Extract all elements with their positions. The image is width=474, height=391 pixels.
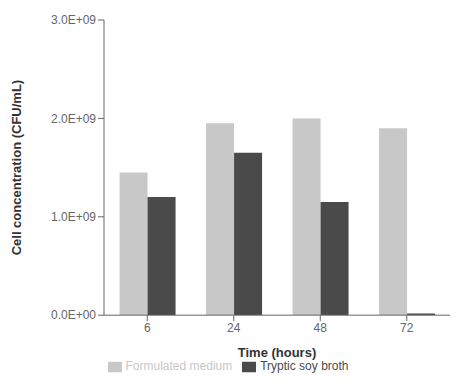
html-text:Tryptic soy broth: Tryptic soy broth bbox=[260, 359, 349, 374]
svg-text:Cell concentration (CFU/mL): Cell concentration (CFU/mL) bbox=[9, 80, 24, 256]
svg-text:1.0E+09: 1.0E+09 bbox=[51, 210, 96, 224]
svg-text:24: 24 bbox=[227, 321, 241, 335]
svg-text:72: 72 bbox=[400, 321, 414, 335]
svg-text:Time (hours): Time (hours) bbox=[238, 345, 317, 360]
svg-text:6: 6 bbox=[144, 321, 151, 335]
svg-text:3.0E+09: 3.0E+09 bbox=[51, 13, 96, 27]
svg-text:48: 48 bbox=[314, 321, 328, 335]
svg-text:0.0E+00: 0.0E+00 bbox=[51, 308, 96, 322]
svg-text:2.0E+09: 2.0E+09 bbox=[51, 112, 96, 126]
html-text:Formulated medium: Formulated medium bbox=[125, 359, 233, 374]
